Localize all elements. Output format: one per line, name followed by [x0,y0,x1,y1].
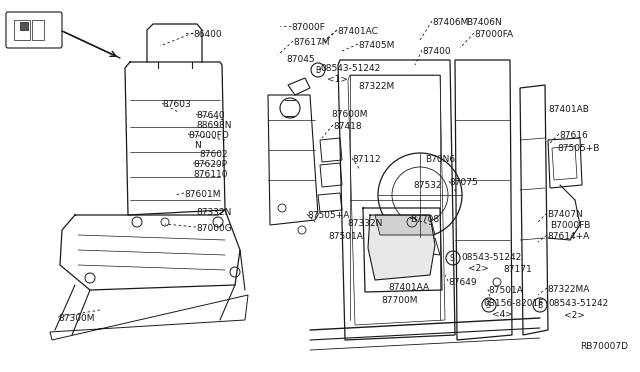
Text: 87000FD: 87000FD [188,131,228,140]
Text: 87532: 87532 [413,181,442,190]
Text: 87300M: 87300M [58,314,95,323]
Text: 87045: 87045 [286,55,315,64]
Text: 86400: 86400 [193,30,221,39]
Text: 87401AA: 87401AA [388,283,429,292]
Text: 87332N: 87332N [196,208,232,217]
Text: RB70007D: RB70007D [580,342,628,351]
Text: <2>: <2> [564,311,585,320]
Text: <4>: <4> [492,310,513,319]
Text: B70N6: B70N6 [425,155,455,164]
Text: 88698N: 88698N [196,121,232,130]
Text: 87501A: 87501A [488,286,523,295]
Text: 87602: 87602 [199,150,228,159]
Text: 87322MA: 87322MA [547,285,589,294]
Text: <1>: <1> [327,75,348,84]
Text: B7406N: B7406N [466,18,502,27]
Text: 87640: 87640 [196,111,225,120]
Text: 87400: 87400 [422,47,451,56]
Text: 87616: 87616 [559,131,588,140]
Text: 87112: 87112 [352,155,381,164]
Text: <2>: <2> [468,264,489,273]
Polygon shape [368,215,435,280]
Text: 08543-51242: 08543-51242 [320,64,380,73]
Text: 0B156-8201F: 0B156-8201F [483,299,543,308]
Bar [20,22,28,30]
Text: 87614+A: 87614+A [547,232,589,241]
Text: 87700M: 87700M [381,296,417,305]
Text: 87406M: 87406M [432,18,468,27]
Text: 87332N: 87332N [347,219,382,228]
Text: 876110: 876110 [193,170,227,179]
Text: B7000FB: B7000FB [550,221,590,230]
Text: B: B [315,66,320,75]
Text: 87620P: 87620P [193,160,227,169]
Text: 87617M: 87617M [293,38,330,47]
Text: S: S [486,301,491,310]
Text: 87000F: 87000F [291,23,325,32]
Text: 87505+B: 87505+B [557,144,600,153]
Text: 87603: 87603 [162,100,191,109]
Text: B: B [537,301,542,310]
Polygon shape [375,215,435,235]
Text: 87401AB: 87401AB [548,105,589,114]
Text: 87405M: 87405M [358,41,394,50]
Text: B7407N: B7407N [547,210,583,219]
Text: S: S [450,254,455,263]
Text: 87075: 87075 [449,178,477,187]
Text: 87171: 87171 [503,265,532,274]
Text: N: N [194,141,201,150]
Text: 87401AC: 87401AC [337,27,378,36]
Text: 87322M: 87322M [358,82,394,91]
Text: 87501A: 87501A [328,232,363,241]
Text: B7708: B7708 [410,215,439,224]
Text: 87649: 87649 [448,278,477,287]
Text: 87600M: 87600M [331,110,367,119]
Text: 87418: 87418 [333,122,362,131]
Text: 87000G: 87000G [196,224,232,233]
Text: 87601M: 87601M [184,190,221,199]
Text: 87505+A: 87505+A [307,211,349,220]
Text: 08543-51242: 08543-51242 [548,299,608,308]
Text: 87000FA: 87000FA [474,30,513,39]
Text: 08543-51242: 08543-51242 [461,253,521,262]
